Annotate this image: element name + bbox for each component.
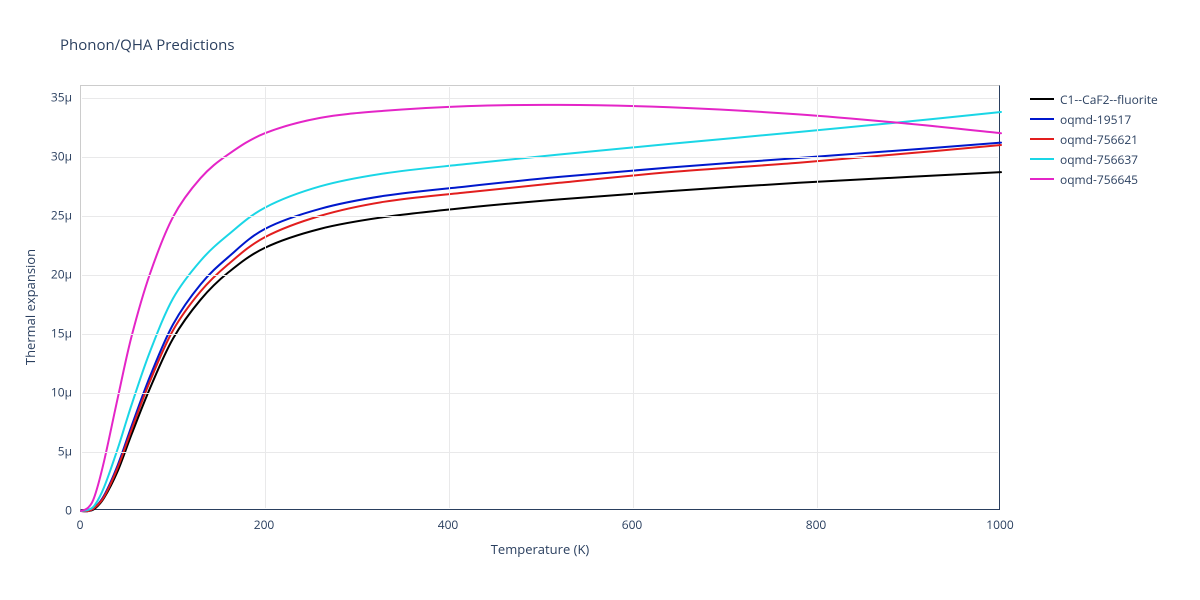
y-gridline (82, 452, 998, 453)
x-tick-label: 0 (77, 516, 84, 533)
chart-lines (81, 86, 1001, 511)
y-tick-label: 15μ (51, 324, 72, 341)
x-gridline (449, 87, 450, 508)
y-axis-label: Thermal expansion (21, 248, 39, 364)
x-gridline (633, 87, 634, 508)
legend-label: oqmd-19517 (1060, 111, 1131, 128)
series-line (81, 143, 1001, 512)
legend-label: oqmd-756637 (1060, 151, 1138, 168)
legend-swatch (1030, 138, 1054, 140)
x-tick-label: 400 (438, 516, 459, 533)
x-tick-label: 600 (622, 516, 643, 533)
y-tick-label: 20μ (51, 265, 72, 282)
y-tick-label: 5μ (58, 442, 72, 459)
y-tick-label: 30μ (51, 147, 72, 164)
x-tick-label: 1000 (986, 516, 1013, 533)
legend-item[interactable]: C1--CaF2--fluorite (1030, 90, 1158, 108)
y-gridline (82, 393, 998, 394)
x-gridline (817, 87, 818, 508)
y-gridline (82, 157, 998, 158)
y-tick-label: 0 (65, 502, 72, 519)
legend-swatch (1030, 118, 1054, 120)
chart-container: Phonon/QHA Predictions Temperature (K) T… (0, 0, 1200, 600)
x-tick-label: 800 (806, 516, 827, 533)
legend-label: oqmd-756645 (1060, 171, 1138, 188)
y-gridline (82, 334, 998, 335)
x-axis-label: Temperature (K) (491, 540, 590, 558)
legend: C1--CaF2--fluorite oqmd-19517 oqmd-756621 o… (1030, 90, 1158, 190)
legend-swatch (1030, 178, 1054, 180)
series-line (81, 172, 1001, 511)
y-tick-label: 35μ (51, 88, 72, 105)
legend-label: oqmd-756621 (1060, 131, 1138, 148)
y-gridline (82, 98, 998, 99)
y-tick-label: 25μ (51, 206, 72, 223)
legend-item[interactable]: oqmd-19517 (1030, 110, 1158, 128)
legend-label: C1--CaF2--fluorite (1060, 91, 1158, 108)
chart-title: Phonon/QHA Predictions (60, 35, 235, 55)
legend-swatch (1030, 158, 1054, 160)
y-gridline (82, 275, 998, 276)
legend-swatch (1030, 98, 1054, 100)
y-tick-label: 10μ (51, 383, 72, 400)
legend-item[interactable]: oqmd-756621 (1030, 130, 1158, 148)
series-line (81, 105, 1001, 511)
plot-area (80, 85, 1000, 510)
legend-item[interactable]: oqmd-756637 (1030, 150, 1158, 168)
legend-item[interactable]: oqmd-756645 (1030, 170, 1158, 188)
x-gridline (265, 87, 266, 508)
y-gridline (82, 216, 998, 217)
x-tick-label: 200 (254, 516, 275, 533)
